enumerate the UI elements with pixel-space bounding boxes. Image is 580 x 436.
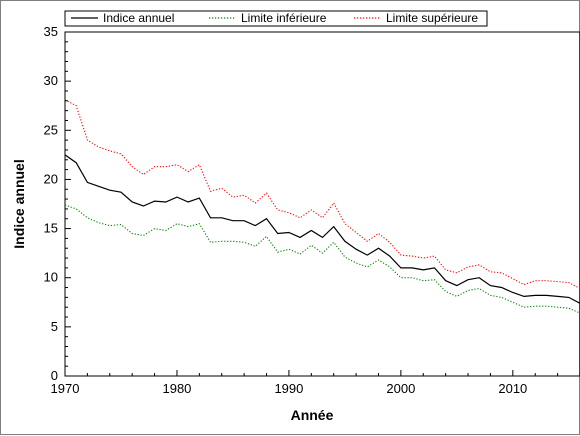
series-line-2 bbox=[64, 99, 580, 289]
plot-area bbox=[64, 31, 580, 377]
y-tick-label: 35 bbox=[44, 24, 58, 39]
y-tick-label: 20 bbox=[44, 171, 58, 186]
x-tick-label: 1990 bbox=[274, 381, 303, 396]
series-line-1 bbox=[64, 204, 580, 314]
x-tick-label: 2000 bbox=[386, 381, 415, 396]
y-tick-label: 0 bbox=[51, 368, 58, 383]
x-axis: 1970 1980 1990 2000 2010 bbox=[51, 370, 559, 396]
y-tick-label: 5 bbox=[51, 319, 58, 334]
x-axis-title: Année bbox=[291, 407, 334, 423]
y-tick-label: 10 bbox=[44, 270, 58, 285]
series-line-0 bbox=[64, 154, 580, 304]
legend-label: Indice annuel bbox=[103, 11, 174, 25]
y-tick-label: 15 bbox=[44, 221, 58, 236]
legend-label: Limite inférieure bbox=[241, 11, 327, 25]
legend: Indice annuel Limite inférieure Limite sup… bbox=[64, 10, 488, 27]
x-tick-label: 1980 bbox=[162, 381, 191, 396]
legend-box bbox=[64, 10, 488, 27]
x-tick-label: 2010 bbox=[498, 381, 527, 396]
x-tick-label: 1970 bbox=[51, 381, 80, 396]
series-layer bbox=[64, 99, 580, 314]
y-axis: 0 5 10 15 20 25 30 35 bbox=[44, 24, 71, 383]
y-tick-label: 30 bbox=[44, 73, 58, 88]
y-tick-label: 25 bbox=[44, 122, 58, 137]
y-axis-title: Indice annuel bbox=[11, 159, 27, 248]
legend-label: Limite supérieure bbox=[386, 11, 478, 25]
